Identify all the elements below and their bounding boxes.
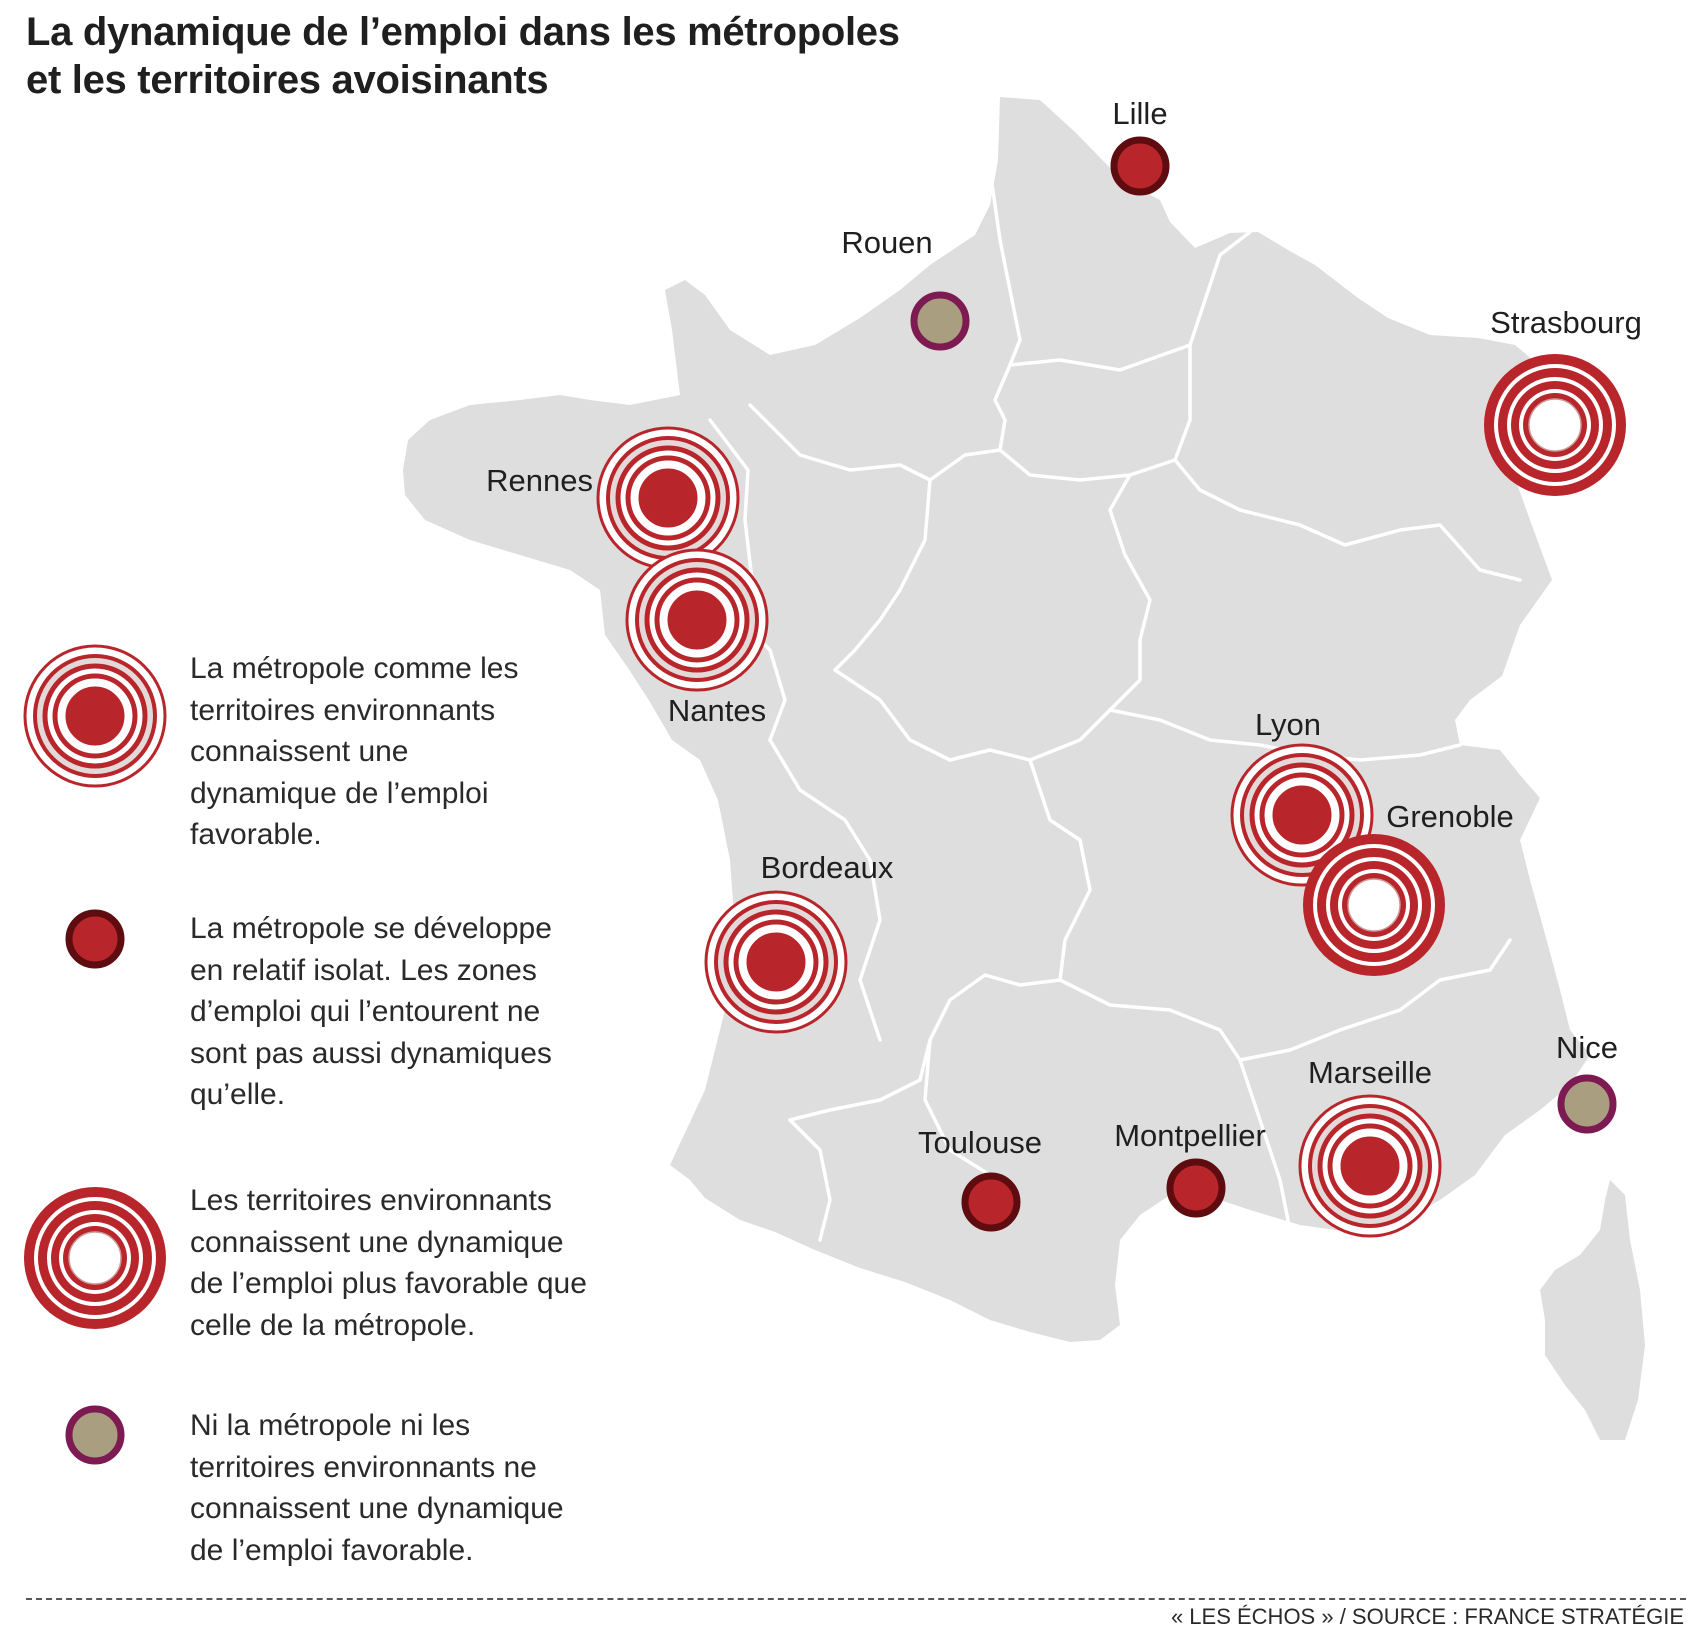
marker-strasbourg [1484, 354, 1626, 496]
corsica-shape [1540, 1180, 1645, 1440]
legend-line: connaissent une dynamique [190, 1492, 564, 1525]
border-cvl-ara [1028, 708, 1112, 762]
core-dot [635, 465, 701, 531]
border-idf-south [998, 343, 1192, 482]
map-title: La dynamique de l’emploi dans les métrop… [26, 8, 900, 104]
marker-marseille [1298, 1094, 1442, 1238]
marker-nantes [625, 548, 769, 692]
border-grandest-bfc [1173, 458, 1522, 582]
city-markers [596, 136, 1626, 1238]
marker-montpellier [1166, 1158, 1226, 1218]
legend-line: dynamique de l’emploi [190, 776, 489, 810]
legend-line: en relatif isolat. Les zones [190, 953, 537, 987]
legend-line: territoires environnants ne [190, 1450, 537, 1484]
city-label-montpellier: Montpellier [1114, 1118, 1266, 1153]
city-label-strasbourg: Strasbourg [1490, 305, 1642, 340]
border-hdf-idf [1008, 343, 1192, 372]
city-label-toulouse: Toulouse [918, 1125, 1042, 1160]
legend-line: de l’emploi favorable. [190, 1533, 474, 1567]
legend-line: Ni la métropole ni les [190, 1409, 471, 1442]
border-pdl-cvl [833, 478, 932, 672]
legend-text-surroundings-favorable: Les territoires environnants connaissent… [190, 1180, 587, 1346]
legend-line: sont pas aussi dynamiques [190, 1036, 552, 1070]
legend-line: celle de la métropole. [190, 1308, 476, 1342]
legend-text-neither-favorable: Ni la métropole ni les territoires envir… [190, 1405, 564, 1571]
marker-rouen [910, 291, 970, 351]
border-na-occ-west [788, 1118, 832, 1242]
metropole-dot [1166, 1158, 1226, 1218]
border-cvl-bfc [1108, 473, 1152, 712]
marker-lille [1110, 136, 1170, 196]
border-occitanie-paca [1238, 1058, 1292, 1232]
core-dot [743, 929, 809, 995]
legend-text-isolated-metropole: La métropole se développe en relatif iso… [190, 908, 552, 1116]
city-label-lille: Lille [1112, 96, 1167, 131]
legend-line: favorable. [190, 818, 322, 851]
legend-text-both-favorable: La métropole comme les territoires envir… [190, 648, 518, 856]
border-ara-occitanie [1058, 978, 1242, 1062]
legend-line: Les territoires environnants [190, 1184, 552, 1217]
city-label-nice: Nice [1556, 1030, 1618, 1065]
legend-line: territoires environnants [190, 693, 496, 727]
hollow-center [68, 1231, 122, 1285]
city-labels: Lille Rouen Strasbourg Rennes Nantes Lyo… [486, 96, 1642, 1160]
city-label-lyon: Lyon [1255, 707, 1321, 742]
border-occ-inner [923, 1038, 992, 1177]
border-normandie-hdf [988, 168, 1022, 367]
border-cvl-na [833, 668, 1032, 762]
metropole-dot [961, 1172, 1021, 1232]
border-normandie-pdl [748, 403, 1002, 482]
metropole-dot [1557, 1074, 1617, 1134]
city-label-rennes: Rennes [486, 463, 593, 498]
legend-symbols [23, 644, 167, 1465]
city-label-rouen: Rouen [841, 225, 932, 260]
legend-line: connaissent une [190, 735, 409, 768]
title-line-1: La dynamique de l’emploi dans les métrop… [26, 10, 900, 54]
metropole-dot [65, 1405, 125, 1465]
marker-nice [1557, 1074, 1617, 1134]
legend-line: La métropole comme les [190, 652, 519, 685]
legend-symbol-isolated-metropole [65, 909, 125, 969]
border-hdf-grandest [1188, 230, 1252, 347]
legend-symbol-both-favorable [23, 644, 167, 788]
city-label-grenoble: Grenoble [1386, 799, 1514, 834]
legend-line: d’emploi qui l’entourent ne [190, 995, 541, 1028]
metropole-dot [1110, 136, 1170, 196]
city-label-marseille: Marseille [1308, 1055, 1432, 1090]
legend-line: La métropole se développe [190, 912, 552, 945]
title-line-2: et les territoires avoisinants [26, 58, 549, 102]
border-normandie-idf [993, 363, 1012, 422]
border-ara-paca [1238, 938, 1512, 1062]
legend-line: de l’emploi plus favorable que [190, 1267, 587, 1300]
border-na-inner [768, 738, 882, 1042]
footer-divider [26, 1598, 1686, 1600]
legend-symbol-surroundings-favorable [24, 1187, 166, 1329]
metropole-dot [910, 291, 970, 351]
metropole-dot [65, 909, 125, 969]
core-dot [62, 683, 128, 749]
legend-line: qu’elle. [190, 1078, 286, 1111]
city-label-bordeaux: Bordeaux [761, 850, 894, 885]
legend-line: connaissent une dynamique [190, 1225, 564, 1259]
marker-bordeaux [704, 890, 848, 1034]
core-dot [1269, 782, 1335, 848]
source-credit: « LES ÉCHOS » / SOURCE : FRANCE STRATÉGI… [1170, 1604, 1684, 1629]
hollow-center [1347, 878, 1401, 932]
mainland-shape [403, 97, 1590, 1342]
core-dot [664, 587, 730, 653]
hollow-center [1528, 398, 1582, 452]
city-label-nantes: Nantes [668, 693, 766, 728]
border-na-ara [1028, 758, 1092, 982]
marker-grenoble [1303, 834, 1445, 976]
land-layer [403, 97, 1645, 1440]
marker-toulouse [961, 1172, 1021, 1232]
marker-rennes [596, 426, 740, 570]
legend-symbol-neither-favorable [65, 1405, 125, 1465]
core-dot [1337, 1133, 1403, 1199]
region-borders [708, 168, 1522, 1242]
